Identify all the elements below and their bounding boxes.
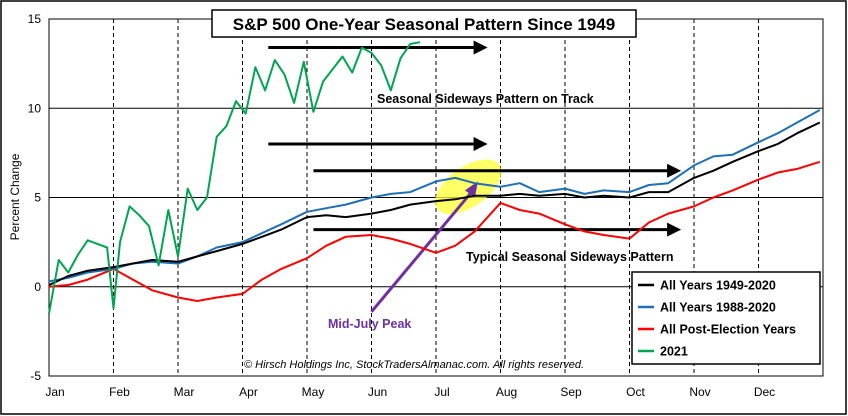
title-box [211, 9, 637, 38]
legend-label: 2021 [660, 345, 688, 359]
sideways-arrow-head [473, 40, 488, 55]
legend-label: All Years 1988-2020 [660, 301, 776, 315]
legend-box [631, 271, 821, 365]
sideways-arrow-head [667, 163, 682, 178]
x-tick-label: Jun [368, 385, 387, 399]
x-tick-label: May [302, 385, 325, 399]
legend-label: All Post-Election Years [660, 323, 796, 337]
peak-arrow-head [464, 181, 478, 198]
y-tick-label: 0 [34, 280, 41, 294]
sideways-arrow-head [667, 222, 682, 237]
annotations: Seasonal Sideways Pattern on Track Typica… [244, 92, 674, 371]
annotation-text: Seasonal Sideways Pattern on Track [377, 92, 594, 106]
legend: All Years 1949-2020 All Years 1988-2020 Al… [631, 271, 821, 365]
y-tick-label: 10 [28, 101, 42, 115]
x-tick-labels: Jan Feb Mar Apr May Jun Jul Aug Sep Oct Nov Dec [45, 385, 775, 399]
y-axis-label: Percent Change [8, 153, 22, 240]
arrows [268, 40, 682, 313]
series-line-all-post-election-years [48, 160, 821, 302]
x-tick-label: Mar [174, 385, 195, 399]
x-tick-label: Jul [434, 385, 449, 399]
x-tick-label: Apr [239, 385, 258, 399]
legend-label: All Years 1949-2020 [660, 279, 776, 293]
y-tick-label: 15 [28, 12, 42, 26]
series-line-all-years-1949-2020 [48, 121, 821, 286]
x-tick-label: Nov [689, 385, 710, 399]
x-tick-label: Jan [45, 385, 64, 399]
chart-title: S&P 500 One-Year Seasonal Pattern Since … [233, 15, 615, 34]
x-tick-label: Aug [496, 385, 517, 399]
grid [49, 19, 823, 376]
annotation-text: Mid-July Peak [328, 317, 411, 331]
series-line-2021 [48, 41, 421, 314]
series-line-all-years-1988-2020 [48, 109, 821, 283]
y-tick-labels: -5 0 5 10 15 [28, 12, 42, 383]
annotation-text: © Hirsch Holdings Inc, StockTradersAlman… [244, 359, 584, 371]
x-tick-label: Sep [560, 385, 582, 399]
annotation-text: Typical Seasonal Sideways Pattern [466, 250, 674, 264]
x-tick-label: Dec [754, 385, 775, 399]
y-tick-label: 5 [34, 191, 41, 205]
peak-arrow-line [370, 189, 475, 313]
x-tick-label: Oct [626, 385, 645, 399]
series-lines [48, 41, 821, 314]
sideways-arrow-head [473, 136, 488, 151]
x-tick-label: Feb [109, 385, 130, 399]
y-tick-label: -5 [30, 369, 41, 383]
